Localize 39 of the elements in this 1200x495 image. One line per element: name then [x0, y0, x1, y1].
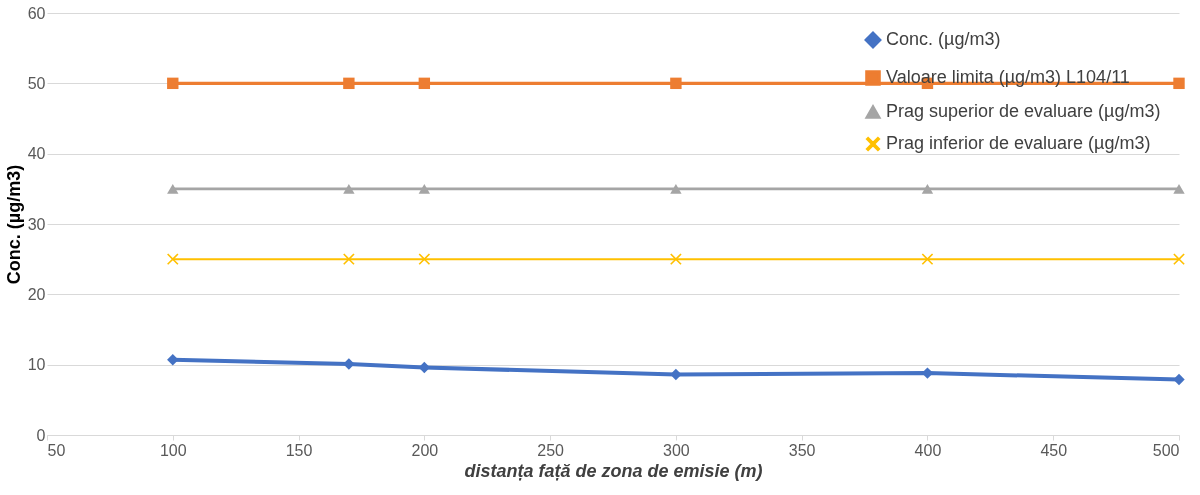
x-tick-label: 200 [411, 441, 439, 459]
point [343, 77, 355, 90]
y-tick-label: 10 [27, 356, 46, 374]
y-axis-title: Conc. (µg/m3) [3, 164, 24, 285]
point [167, 183, 179, 194]
legend-label: Prag superior de evaluare (µg/m3) [886, 101, 1161, 121]
x-tick-label: 50 [47, 441, 66, 459]
x-axis-title: distanța față de zona de emisie (m) [464, 460, 763, 481]
y-tick-label: 60 [27, 4, 46, 22]
y-tick-label: 40 [27, 145, 46, 163]
x-tick-label: 300 [663, 441, 690, 459]
x-tick-label: 500 [1152, 441, 1180, 459]
point [670, 253, 682, 265]
y-tick-label: 0 [36, 426, 46, 444]
point [343, 253, 355, 265]
legend-label: Conc. (µg/m3) [886, 29, 1001, 49]
point [343, 183, 355, 194]
point [418, 183, 431, 194]
legend-label: Valoare limita (µg/m3) L104/11 [886, 67, 1130, 87]
x-tick-label: 400 [914, 441, 942, 459]
point [670, 183, 682, 194]
legend-label: Prag inferior de evaluare (µg/m3) [886, 133, 1151, 153]
x-tick-label: 150 [285, 441, 313, 459]
point [1173, 253, 1185, 265]
point [921, 183, 934, 194]
x-tick-label: 450 [1040, 441, 1068, 459]
x-tick-label: 250 [537, 441, 565, 459]
y-tick-label: 30 [27, 215, 46, 233]
point [343, 358, 355, 370]
point [670, 77, 682, 90]
point [1173, 77, 1185, 90]
y-tick-label: 50 [27, 74, 46, 92]
x-tick-label: 100 [159, 441, 187, 459]
point [167, 253, 179, 265]
point [418, 77, 431, 90]
x-tick-label: 350 [788, 441, 816, 459]
y-tick-label: 20 [27, 285, 46, 303]
point [1173, 183, 1185, 194]
point [167, 77, 179, 90]
